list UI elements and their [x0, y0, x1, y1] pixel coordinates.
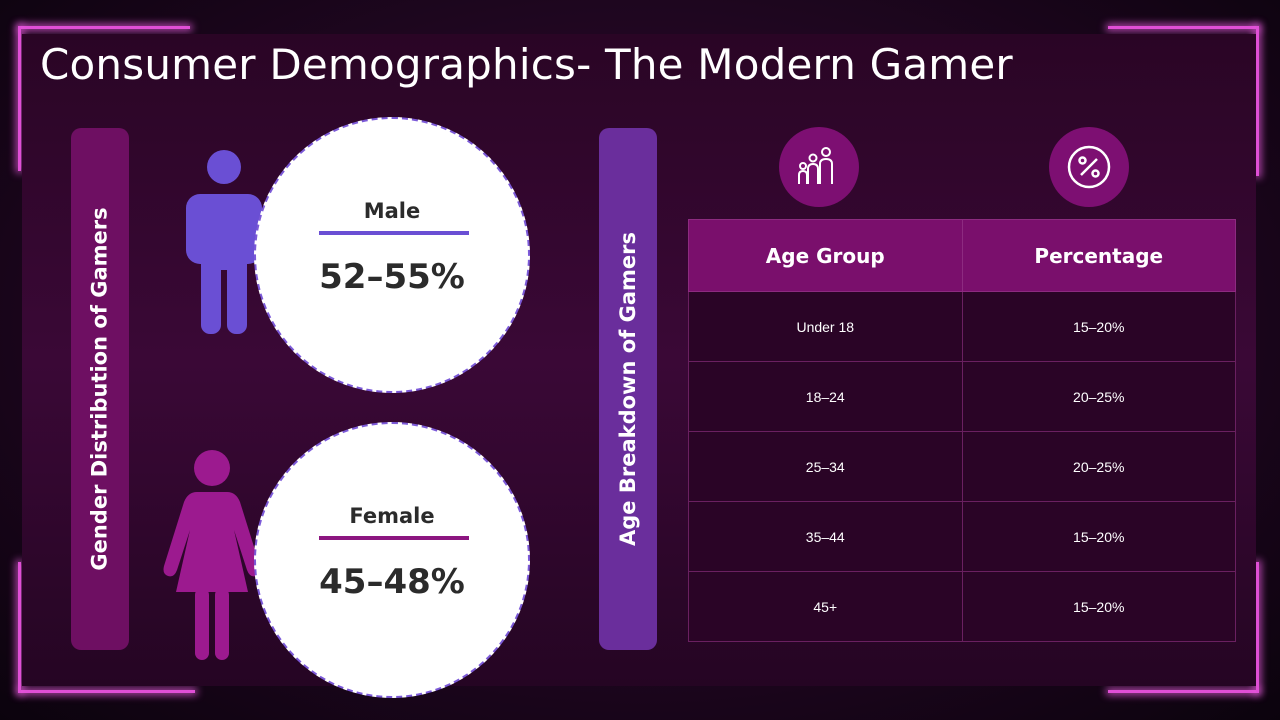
female-value: 45–48%: [319, 562, 465, 602]
table-row: 25–34 20–25%: [688, 431, 1236, 502]
male-person-icon: [186, 150, 262, 334]
gender-section-bar: Gender Distribution of Gamers: [71, 128, 129, 650]
age-section-bar: Age Breakdown of Gamers: [599, 128, 657, 650]
header-percentage: Percentage: [961, 219, 1236, 292]
age-section-label: Age Breakdown of Gamers: [616, 232, 640, 546]
frame-bottom-right-h: [1108, 690, 1258, 693]
percentage-cell: 15–20%: [961, 291, 1236, 362]
gender-section-label: Gender Distribution of Gamers: [88, 207, 113, 571]
percentage-cell: 20–25%: [961, 431, 1236, 502]
table-row: 35–44 15–20%: [688, 501, 1236, 572]
age-group-cell: Under 18: [688, 291, 963, 362]
female-divider: [319, 536, 469, 540]
frame-top-left-h: [20, 26, 190, 29]
age-group-cell: 35–44: [688, 501, 963, 572]
frame-top-left-v: [18, 26, 21, 171]
frame-bottom-right-v: [1256, 562, 1259, 693]
frame-top-right-v: [1256, 26, 1259, 176]
age-group-cell: 18–24: [688, 361, 963, 432]
percentage-cell: 15–20%: [961, 501, 1236, 572]
male-value: 52–55%: [319, 257, 465, 297]
female-stat-circle: Female 45–48%: [254, 422, 530, 698]
table-row: 45+ 15–20%: [688, 571, 1236, 642]
percentage-cell: 20–25%: [961, 361, 1236, 432]
header-age-group: Age Group: [688, 219, 963, 292]
frame-bottom-left-v: [18, 562, 21, 693]
frame-top-right-h: [1108, 26, 1258, 29]
male-stat-circle: Male 52–55%: [254, 117, 530, 393]
male-divider: [319, 231, 469, 235]
age-table: Age Group Percentage Under 18 15–20% 18–…: [688, 219, 1236, 642]
frame-bottom-left-h: [20, 690, 195, 693]
percentage-cell: 15–20%: [961, 571, 1236, 642]
age-group-cell: 45+: [688, 571, 963, 642]
male-label: Male: [363, 199, 421, 223]
percent-icon: [1049, 127, 1129, 207]
female-person-icon: [163, 450, 261, 660]
family-icon: [779, 127, 859, 207]
female-label: Female: [349, 504, 435, 528]
table-row: 18–24 20–25%: [688, 361, 1236, 432]
table-row: Under 18 15–20%: [688, 291, 1236, 362]
age-table-header-row: Age Group Percentage: [688, 219, 1236, 292]
age-group-cell: 25–34: [688, 431, 963, 502]
page-title: Consumer Demographics- The Modern Gamer: [40, 40, 1013, 89]
